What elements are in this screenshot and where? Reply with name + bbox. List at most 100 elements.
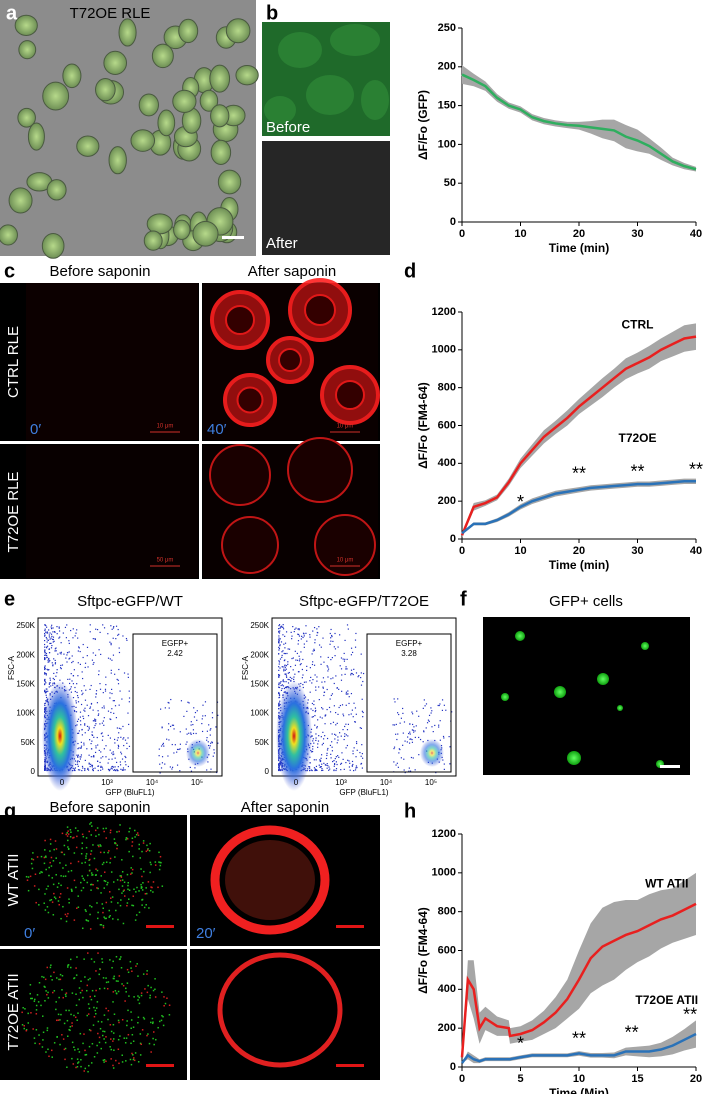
plot-title: Sftpc-eGFP/WT — [77, 593, 183, 610]
dot — [106, 987, 109, 990]
event — [428, 714, 431, 716]
dot — [81, 862, 83, 864]
event — [91, 769, 94, 771]
event — [278, 676, 280, 678]
event — [128, 745, 131, 747]
event — [409, 738, 411, 740]
event — [50, 637, 52, 639]
event — [46, 638, 48, 640]
event — [311, 750, 314, 753]
event — [120, 768, 122, 770]
dot — [70, 869, 73, 872]
event — [345, 693, 347, 695]
dot — [65, 833, 67, 836]
dot — [98, 1036, 101, 1039]
event — [329, 698, 331, 700]
dot — [85, 1053, 88, 1056]
dot — [97, 952, 99, 954]
dot — [38, 1043, 41, 1045]
event — [173, 728, 175, 730]
membrane — [210, 825, 330, 935]
event — [111, 766, 113, 768]
event — [114, 742, 116, 744]
dot — [81, 833, 84, 836]
dot — [123, 881, 126, 884]
event — [45, 696, 48, 699]
event — [326, 763, 328, 765]
dot — [55, 1008, 57, 1011]
event — [97, 765, 100, 767]
event — [333, 646, 335, 648]
dot — [102, 926, 105, 929]
dot — [142, 882, 144, 884]
divider — [199, 283, 202, 579]
event — [320, 707, 323, 709]
event — [339, 634, 341, 636]
time-label: 20′ — [196, 925, 216, 942]
event — [392, 724, 394, 726]
event — [281, 651, 283, 653]
event — [278, 640, 280, 642]
dot — [133, 1059, 136, 1062]
event — [343, 768, 345, 770]
event — [324, 735, 326, 737]
event — [307, 699, 309, 701]
event — [48, 669, 50, 671]
event — [44, 683, 46, 685]
event — [164, 707, 166, 709]
dot — [90, 906, 93, 908]
event — [211, 742, 214, 744]
event — [298, 655, 300, 657]
event — [84, 707, 86, 709]
event — [300, 682, 302, 685]
event — [309, 766, 311, 768]
dot — [81, 842, 84, 844]
dot — [85, 846, 88, 849]
event — [84, 768, 86, 770]
event — [322, 731, 324, 733]
dot — [128, 995, 130, 997]
dot — [64, 913, 67, 916]
event — [350, 654, 353, 656]
event — [93, 755, 95, 757]
event — [213, 752, 215, 754]
event — [282, 626, 284, 628]
event — [77, 696, 79, 699]
dot — [87, 952, 89, 954]
dot — [76, 1019, 78, 1021]
event — [344, 673, 346, 675]
event — [58, 626, 60, 628]
event — [98, 713, 100, 715]
event — [303, 646, 305, 648]
event — [95, 723, 97, 725]
dot — [103, 916, 105, 918]
event — [279, 644, 281, 646]
dot — [103, 1038, 105, 1040]
dot — [131, 868, 134, 871]
event — [45, 690, 47, 692]
event — [110, 672, 112, 674]
dot — [96, 869, 99, 872]
event — [330, 757, 332, 759]
dot — [72, 837, 74, 839]
event — [355, 756, 357, 758]
dot — [149, 997, 151, 999]
event — [333, 763, 336, 766]
dot — [51, 979, 53, 981]
dot — [148, 907, 150, 909]
dot — [47, 997, 50, 999]
cell — [314, 514, 376, 576]
event — [337, 713, 339, 715]
event — [396, 762, 398, 764]
dot — [91, 989, 94, 992]
event — [77, 718, 80, 720]
event — [115, 761, 118, 764]
dot — [126, 873, 129, 876]
event — [278, 675, 280, 677]
cell — [95, 78, 116, 102]
event — [434, 724, 436, 727]
event — [118, 732, 120, 734]
dot — [132, 1040, 135, 1042]
dot — [88, 830, 90, 833]
dot — [127, 971, 130, 974]
